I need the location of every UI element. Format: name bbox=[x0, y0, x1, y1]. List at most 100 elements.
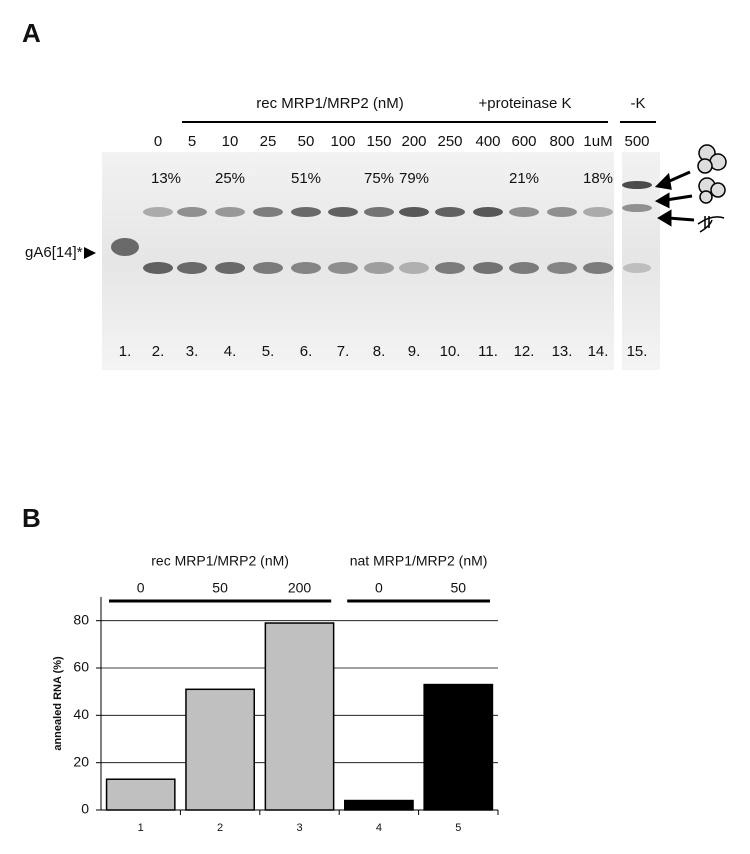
percentage-label: 51% bbox=[291, 170, 321, 187]
concentration-label: 200 bbox=[401, 133, 426, 150]
bar bbox=[105, 778, 176, 811]
lane-label: 12. bbox=[514, 343, 535, 360]
x-tick-label: 2 bbox=[217, 822, 223, 834]
bar bbox=[264, 622, 335, 811]
band bbox=[622, 204, 652, 212]
concentration-label: 50 bbox=[298, 133, 315, 150]
lane-label: 14. bbox=[588, 343, 609, 360]
band bbox=[473, 262, 503, 274]
lane-label: 4. bbox=[224, 343, 237, 360]
y-axis-label: annealed RNA (%) bbox=[52, 656, 64, 751]
band bbox=[143, 207, 173, 217]
concentration-label: 25 bbox=[260, 133, 277, 150]
bar bbox=[185, 688, 255, 811]
band bbox=[435, 207, 465, 217]
marker-label: gA6[14]* bbox=[25, 244, 83, 261]
gel bbox=[102, 152, 614, 370]
band bbox=[473, 207, 503, 217]
x-tick-label: 3 bbox=[296, 822, 302, 834]
lane-label: 6. bbox=[300, 343, 313, 360]
header: +proteinase K bbox=[479, 95, 572, 112]
marker-arrow bbox=[84, 247, 96, 259]
lane-label: 10. bbox=[440, 343, 461, 360]
band bbox=[364, 262, 394, 274]
band bbox=[215, 207, 245, 217]
lane-label: 1. bbox=[119, 343, 132, 360]
group-label: nat MRP1/MRP2 (nM) bbox=[350, 553, 488, 569]
lane-label: 11. bbox=[478, 343, 498, 360]
band bbox=[364, 207, 394, 217]
band bbox=[623, 263, 651, 273]
concentration-label: 0 bbox=[137, 580, 145, 596]
y-tick-label: 0 bbox=[81, 801, 89, 817]
lane-label: 8. bbox=[373, 343, 386, 360]
gel-bands bbox=[111, 181, 652, 274]
band bbox=[622, 181, 652, 189]
group-label: rec MRP1/MRP2 (nM) bbox=[151, 553, 289, 569]
band bbox=[253, 207, 283, 217]
y-tick-label: 80 bbox=[73, 611, 89, 627]
band bbox=[177, 207, 207, 217]
y-tick-label: 20 bbox=[73, 753, 89, 769]
lane-label: 3. bbox=[186, 343, 199, 360]
header: -K bbox=[631, 95, 646, 112]
y-tick-label: 40 bbox=[73, 706, 89, 722]
concentration-label: 50 bbox=[212, 580, 228, 596]
band bbox=[435, 262, 465, 274]
band bbox=[509, 207, 539, 217]
concentration-label: 250 bbox=[437, 133, 462, 150]
percentage-label: 21% bbox=[509, 170, 539, 187]
percentage-label: 18% bbox=[583, 170, 613, 187]
lane-label: 5. bbox=[262, 343, 275, 360]
band bbox=[253, 262, 283, 274]
lane-label: 2. bbox=[152, 343, 165, 360]
band bbox=[583, 262, 613, 274]
band bbox=[291, 207, 321, 217]
band bbox=[177, 262, 207, 274]
band bbox=[215, 262, 245, 274]
band bbox=[143, 262, 173, 274]
band bbox=[111, 238, 139, 256]
arrows bbox=[654, 170, 695, 227]
concentration-label: 500 bbox=[624, 133, 649, 150]
x-tick-label: 5 bbox=[455, 822, 461, 834]
band bbox=[547, 207, 577, 217]
concentration-label: 50 bbox=[451, 580, 467, 596]
lane-label: 7. bbox=[337, 343, 350, 360]
concentration-label: 800 bbox=[549, 133, 574, 150]
concentration-label: 10 bbox=[222, 133, 239, 150]
band bbox=[547, 262, 577, 274]
concentration-label: 200 bbox=[288, 580, 312, 596]
x-tick-label: 1 bbox=[138, 822, 144, 834]
concentration-label: 0 bbox=[375, 580, 383, 596]
concentration-label: 1uM bbox=[583, 133, 612, 150]
percentage-label: 25% bbox=[215, 170, 245, 187]
header: rec MRP1/MRP2 (nM) bbox=[256, 95, 404, 112]
band bbox=[583, 207, 613, 217]
percentage-label: 13% bbox=[151, 170, 181, 187]
band bbox=[328, 262, 358, 274]
lane-label: 15. bbox=[627, 343, 648, 360]
panel-label: B bbox=[22, 503, 41, 533]
concentration-label: 100 bbox=[330, 133, 355, 150]
band bbox=[509, 262, 539, 274]
concentration-label: 0 bbox=[154, 133, 162, 150]
y-tick-label: 60 bbox=[73, 659, 89, 675]
panel-label: A bbox=[22, 18, 41, 48]
band bbox=[399, 207, 429, 217]
icons bbox=[697, 144, 727, 233]
percentage-label: 79% bbox=[399, 170, 429, 187]
band bbox=[328, 207, 358, 217]
concentration-label: 600 bbox=[511, 133, 536, 150]
band bbox=[291, 262, 321, 274]
x-tick-label: 4 bbox=[376, 822, 382, 834]
concentration-label: 400 bbox=[475, 133, 500, 150]
concentration-label: 5 bbox=[188, 133, 196, 150]
bar bbox=[344, 799, 414, 811]
lane-label: 13. bbox=[552, 343, 573, 360]
lane-label: 9. bbox=[408, 343, 421, 360]
concentration-label: 150 bbox=[366, 133, 391, 150]
percentage-label: 75% bbox=[364, 170, 394, 187]
